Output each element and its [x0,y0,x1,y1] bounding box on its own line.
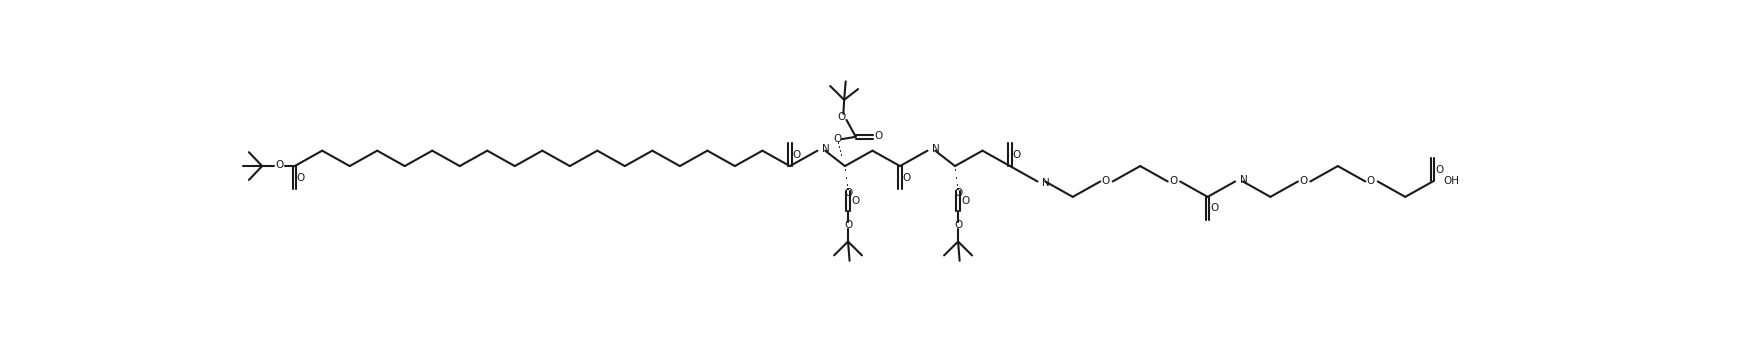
Text: O: O [1365,176,1374,186]
Text: O: O [792,149,800,160]
Text: O: O [902,173,911,183]
Text: O: O [851,196,858,206]
Text: O: O [844,188,853,198]
Text: O: O [1100,176,1109,186]
Text: O: O [832,134,841,144]
Text: OH: OH [1443,176,1458,186]
Text: N: N [821,144,830,154]
Text: O: O [1013,149,1020,160]
Text: O: O [1209,203,1218,213]
Text: O: O [955,220,962,231]
Text: O: O [276,160,283,170]
Text: N: N [932,144,939,154]
Text: O: O [1299,176,1307,186]
Text: O: O [1436,165,1443,175]
Text: O: O [844,220,853,231]
Text: O: O [874,131,881,141]
Text: N: N [1041,178,1049,188]
Text: N: N [1239,175,1246,185]
Text: O: O [1169,176,1176,186]
Text: O: O [837,112,846,122]
Text: O: O [960,196,969,206]
Text: O: O [297,173,305,183]
Text: O: O [955,188,962,198]
